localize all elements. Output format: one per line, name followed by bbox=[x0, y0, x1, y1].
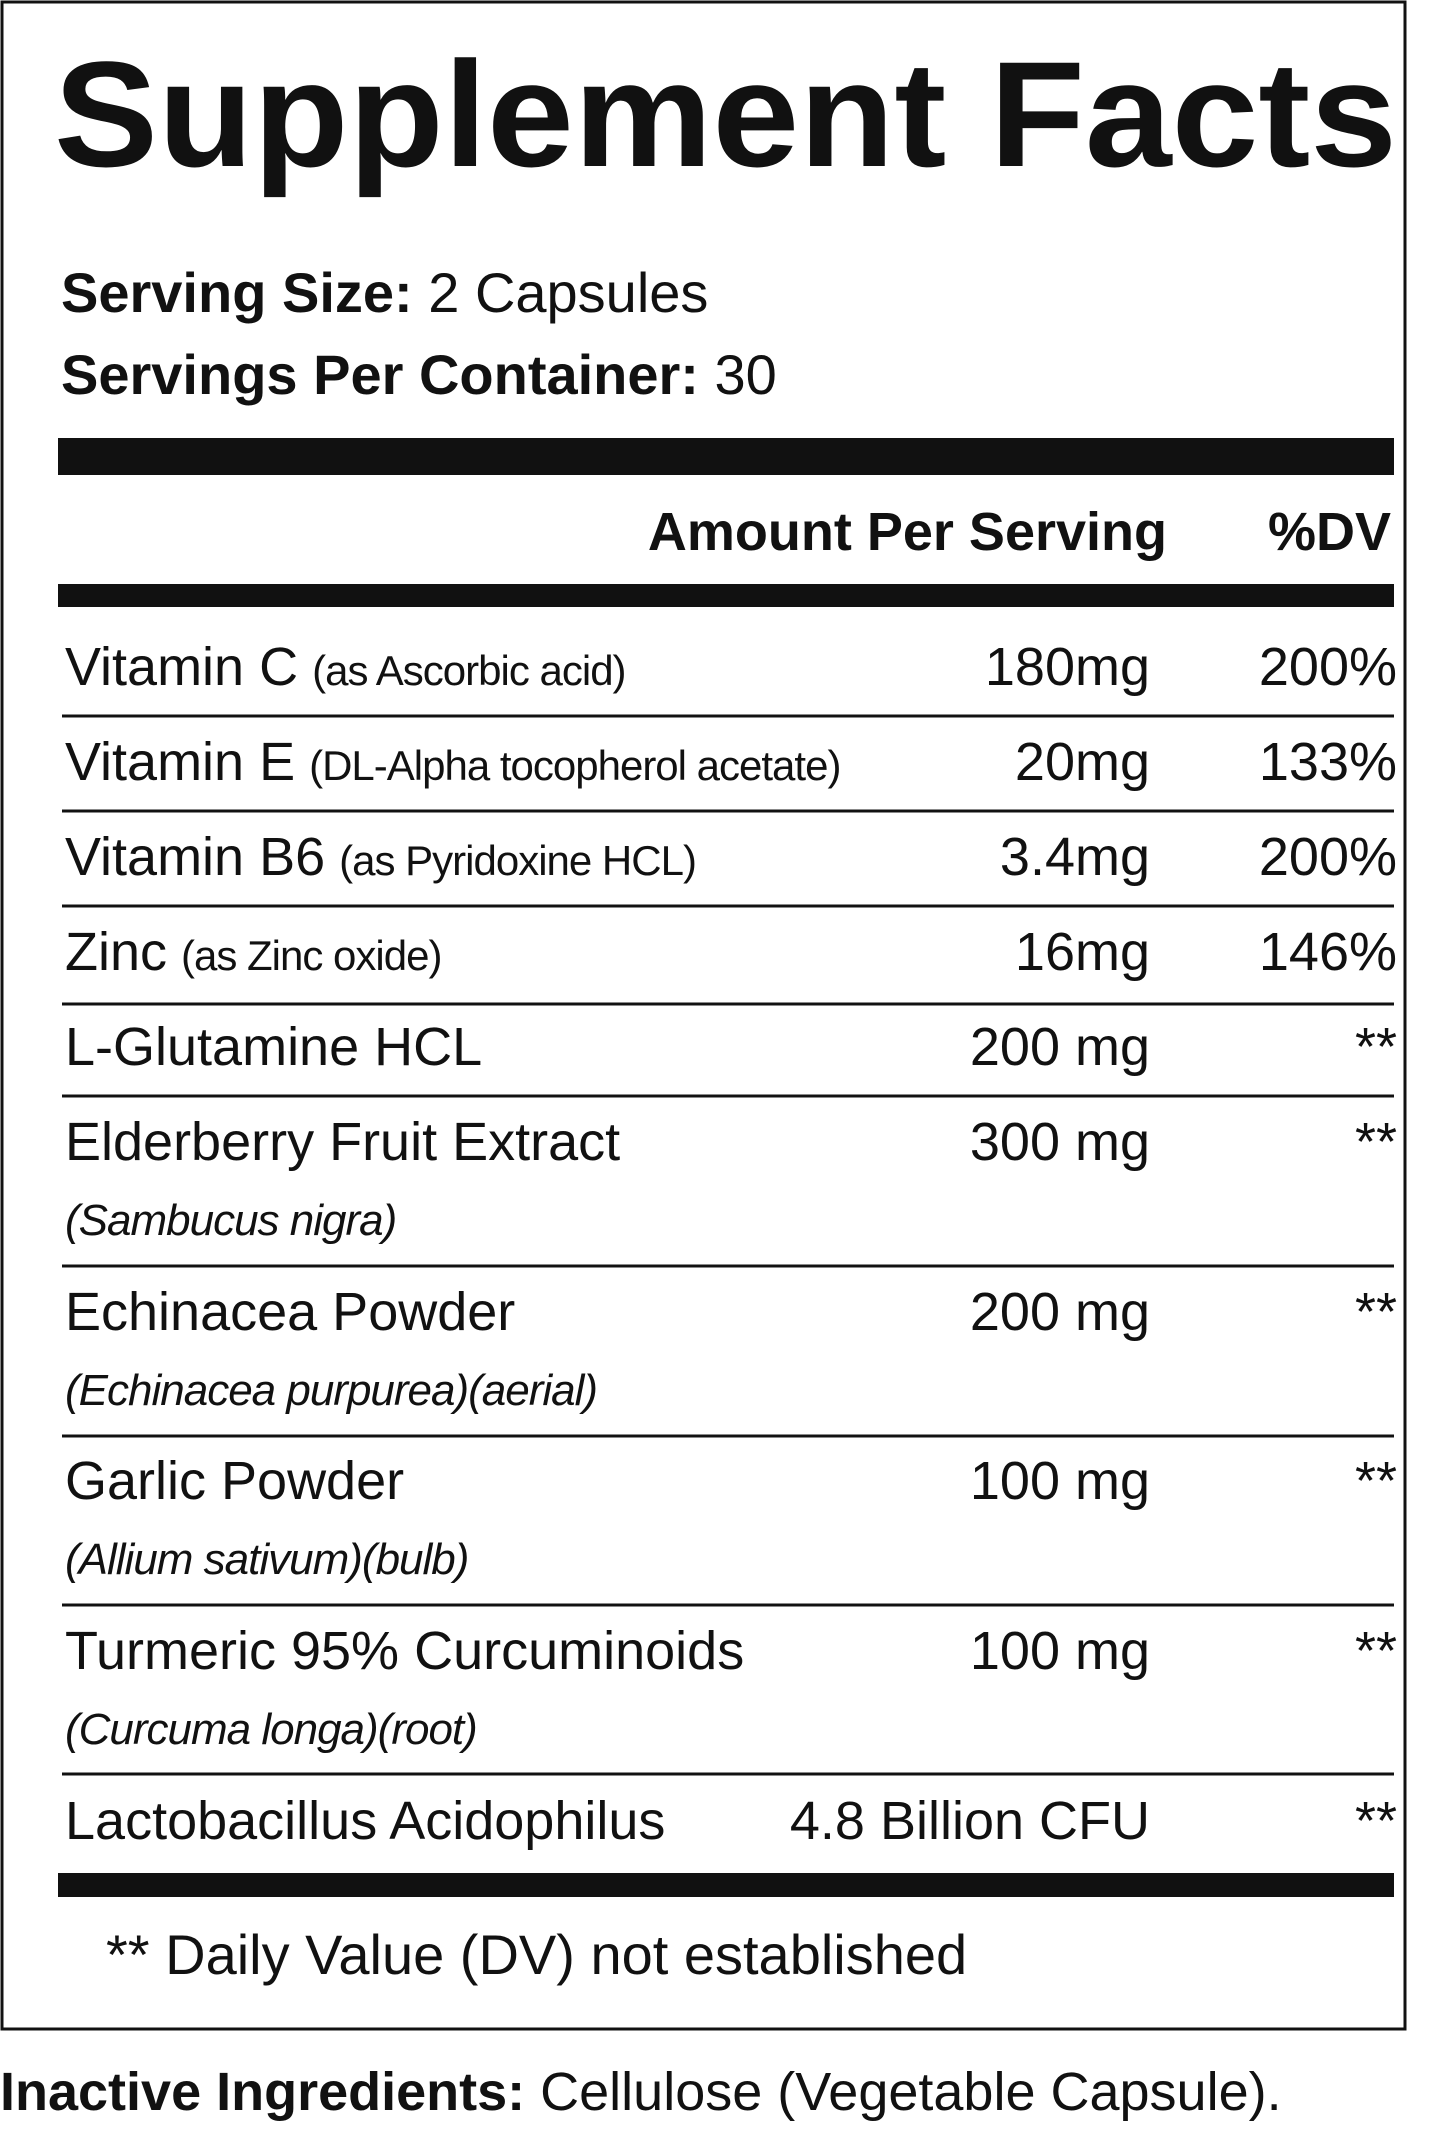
amount: 4.8 Billion CFU bbox=[790, 1791, 1150, 1851]
servings-label: Servings Per Container: bbox=[61, 343, 699, 406]
inactive-ingredients: Inactive Ingredients: Cellulose (Vegetab… bbox=[0, 2062, 1282, 2122]
amount: 100 mg bbox=[970, 1621, 1150, 1681]
ingredient-latin: (Allium sativum)(bulb) bbox=[65, 1535, 468, 1584]
thick-rule bbox=[58, 1873, 1394, 1897]
ingredient-name-text: Vitamin E bbox=[65, 732, 295, 792]
title: Supplement Facts bbox=[54, 30, 1397, 198]
ingredient-note: (DL-Alpha tocopherol acetate) bbox=[309, 742, 840, 789]
amount: 20mg bbox=[1015, 732, 1150, 792]
servings-value: 30 bbox=[715, 343, 777, 406]
servings-per-container: Servings Per Container: 30 bbox=[61, 343, 777, 406]
daily-value: ** bbox=[1355, 1017, 1397, 1077]
serving-size-label: Serving Size: bbox=[61, 261, 413, 324]
ingredient-note: (as Ascorbic acid) bbox=[312, 647, 625, 694]
ingredient-name: L-Glutamine HCL bbox=[65, 1017, 482, 1077]
thick-rule bbox=[58, 584, 1394, 607]
ingredient-name: Vitamin B6 (as Pyridoxine HCL) bbox=[65, 827, 696, 887]
column-header: %DV bbox=[1268, 502, 1391, 562]
ingredient-name-text: Elderberry Fruit Extract bbox=[65, 1112, 620, 1172]
ingredient-name: Turmeric 95% Curcuminoids bbox=[65, 1621, 744, 1681]
amount: 300 mg bbox=[970, 1112, 1150, 1172]
ingredient-name-text: Turmeric 95% Curcuminoids bbox=[65, 1621, 744, 1681]
ingredient-name: Echinacea Powder bbox=[65, 1282, 515, 1342]
daily-value: 133% bbox=[1259, 732, 1397, 792]
ingredient-name-text: Garlic Powder bbox=[65, 1451, 404, 1511]
amount: 180mg bbox=[985, 637, 1150, 697]
ingredient-name-text: L-Glutamine HCL bbox=[65, 1017, 482, 1077]
ingredient-name-text: Zinc bbox=[65, 922, 167, 982]
daily-value: ** bbox=[1355, 1791, 1397, 1851]
daily-value: ** bbox=[1355, 1112, 1397, 1172]
daily-value: ** bbox=[1355, 1282, 1397, 1342]
ingredient-note: (as Pyridoxine HCL) bbox=[339, 837, 696, 884]
amount: 16mg bbox=[1015, 922, 1150, 982]
serving-size: Serving Size: 2 Capsules bbox=[61, 261, 708, 324]
ingredient-name: Vitamin C (as Ascorbic acid) bbox=[65, 637, 626, 697]
daily-value: 200% bbox=[1259, 637, 1397, 697]
ingredient-name: Lactobacillus Acidophilus bbox=[65, 1791, 665, 1851]
ingredient-name: Elderberry Fruit Extract bbox=[65, 1112, 620, 1172]
ingredient-note: (as Zinc oxide) bbox=[181, 932, 441, 979]
inactive-value: Cellulose (Vegetable Capsule). bbox=[540, 2062, 1281, 2122]
ingredient-latin: (Sambucus nigra) bbox=[65, 1196, 396, 1245]
daily-value: 200% bbox=[1259, 827, 1397, 887]
ingredient-name-text: Vitamin C bbox=[65, 637, 298, 697]
amount: 3.4mg bbox=[1000, 827, 1150, 887]
ingredient-latin: (Echinacea purpurea)(aerial) bbox=[65, 1366, 597, 1415]
label-border bbox=[0, 0, 1407, 2031]
daily-value: ** bbox=[1355, 1451, 1397, 1511]
ingredient-name-text: Echinacea Powder bbox=[65, 1282, 515, 1342]
ingredient-name: Zinc (as Zinc oxide) bbox=[65, 922, 441, 982]
ingredient-latin: (Curcuma longa)(root) bbox=[65, 1705, 477, 1754]
footnote: ** Daily Value (DV) not established bbox=[106, 1923, 967, 1986]
serving-size-value: 2 Capsules bbox=[428, 261, 708, 324]
ingredient-name-text: Lactobacillus Acidophilus bbox=[65, 1791, 665, 1851]
inactive-label: Inactive Ingredients: bbox=[0, 2062, 525, 2122]
amount: 200 mg bbox=[970, 1282, 1150, 1342]
amount: 200 mg bbox=[970, 1017, 1150, 1077]
column-header: Amount Per Serving bbox=[648, 502, 1167, 562]
ingredient-name: Vitamin E (DL-Alpha tocopherol acetate) bbox=[65, 732, 840, 792]
daily-value: ** bbox=[1355, 1621, 1397, 1681]
thick-rule bbox=[58, 438, 1394, 475]
amount: 100 mg bbox=[970, 1451, 1150, 1511]
ingredient-name: Garlic Powder bbox=[65, 1451, 404, 1511]
daily-value: 146% bbox=[1259, 922, 1397, 982]
ingredient-name-text: Vitamin B6 bbox=[65, 827, 325, 887]
